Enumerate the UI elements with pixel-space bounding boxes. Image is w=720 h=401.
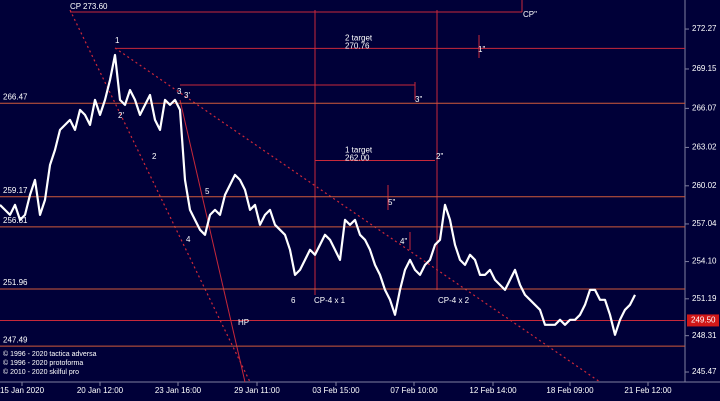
annotation: CP-4 x 2 — [438, 296, 470, 305]
x-tick-label: 18 Feb 09:00 — [546, 386, 594, 395]
target-value: 262.00 — [345, 154, 370, 163]
annotation: 2" — [436, 152, 443, 161]
x-tick-label: 23 Jan 16:00 — [155, 386, 202, 395]
level-label: 251.96 — [3, 278, 28, 287]
current-price-label: 249.50 — [691, 316, 716, 325]
copyright: © 1996 - 2020 tactica adversa — [3, 350, 97, 358]
annotation: 1 — [115, 36, 120, 45]
x-tick-label: 20 Jan 12:00 — [77, 386, 124, 395]
annotation: 5 — [205, 187, 210, 196]
trend-line — [179, 99, 246, 383]
level-label: 259.17 — [3, 186, 28, 195]
annotation: CP" — [523, 10, 537, 19]
target-name: 2 target — [345, 33, 373, 42]
y-tick-label: 257.04 — [692, 219, 717, 228]
target-name: CP — [70, 2, 81, 11]
annotation: CP-4 x 1 — [314, 296, 346, 305]
annotation: 1" — [478, 45, 485, 54]
target-name: 1 target — [345, 146, 373, 155]
target-value: 270.76 — [345, 41, 370, 50]
x-tick-label: 21 Feb 12:00 — [624, 386, 672, 395]
annotation: 2' — [118, 111, 124, 120]
target-value: 273.60 — [83, 2, 108, 11]
price-line — [0, 53, 636, 336]
copyright: © 1996 - 2020 protoforma — [3, 359, 83, 367]
annotation: 3" — [415, 95, 422, 104]
annotation: 2 — [152, 152, 157, 161]
x-tick-label: 29 Jan 11:00 — [234, 386, 280, 395]
y-tick-label: 260.02 — [692, 181, 717, 190]
y-tick-label: 266.07 — [692, 104, 717, 113]
y-tick-label: 251.19 — [692, 294, 717, 303]
annotation: 4" — [400, 237, 407, 246]
y-tick-label: 245.47 — [692, 367, 717, 376]
x-tick-label: 15 Jan 2020 — [0, 386, 45, 395]
y-tick-label: 263.02 — [692, 143, 717, 152]
x-tick-label: 03 Feb 15:00 — [312, 386, 360, 395]
annotation: 5" — [388, 198, 395, 207]
annotation: 6 — [291, 296, 296, 305]
y-tick-label: 272.27 — [692, 24, 717, 33]
trend-line — [114, 47, 601, 383]
trend-line — [69, 9, 251, 383]
level-label: 266.47 — [3, 92, 28, 101]
annotation: 4 — [186, 235, 191, 244]
x-tick-label: 07 Feb 10:00 — [390, 386, 438, 395]
level-label: 247.49 — [3, 335, 28, 344]
level-label: 256.81 — [3, 216, 28, 225]
annotation: 3' — [184, 91, 190, 100]
y-tick-label: 248.31 — [692, 331, 717, 340]
current-price-box — [687, 314, 719, 327]
x-tick-label: 12 Feb 14:00 — [469, 386, 517, 395]
copyright: © 2010 - 2020 skilful pro — [3, 368, 79, 376]
annotation: 3 — [177, 87, 182, 96]
y-tick-label: 269.15 — [692, 64, 717, 73]
annotation: HP — [238, 318, 249, 327]
y-tick-label: 254.10 — [692, 257, 717, 266]
